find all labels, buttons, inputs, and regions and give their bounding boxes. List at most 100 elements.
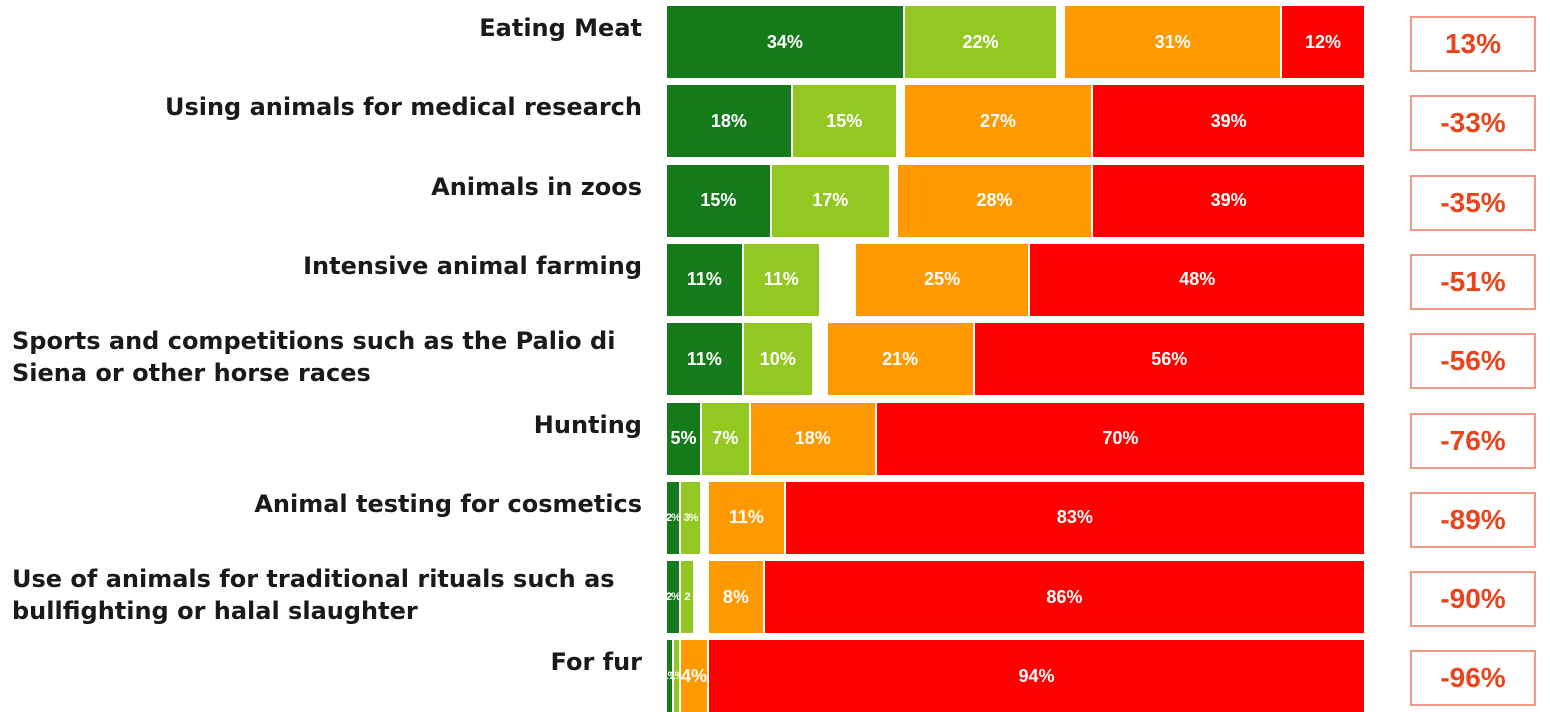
bar-segment: 11% [743, 243, 819, 316]
data-label: 28% [976, 190, 1013, 211]
category-label: Sports and competitions such as the Pali… [12, 325, 615, 389]
bar-segment: 2% [666, 561, 681, 634]
bar-segment: 56% [974, 323, 1364, 396]
category-label-line: Use of animals for traditional rituals s… [12, 565, 615, 594]
category-label-line: Intensive animal farming [303, 251, 642, 280]
bar-segment: 11% [667, 323, 742, 396]
data-label: 56% [1151, 348, 1188, 369]
bar-segment: 10% [743, 323, 812, 396]
bar-segment: 21% [827, 323, 973, 396]
data-label: 34% [766, 31, 803, 52]
bar-segment: 11% [667, 243, 742, 316]
bar-segment: 86% [764, 561, 1364, 634]
category-label-line: For fur [550, 648, 642, 677]
category-label: Intensive animal farming [303, 250, 642, 282]
data-label: 83% [1056, 507, 1093, 528]
data-label: 27% [980, 110, 1017, 131]
bar-segment: 94% [708, 640, 1364, 712]
data-label: 11% [686, 348, 722, 369]
category-label-line: Sports and competitions such as the Pali… [12, 327, 616, 356]
data-label: 5% [670, 428, 697, 448]
data-label: 11% [728, 507, 764, 528]
net-value-box: -76% [1410, 412, 1536, 469]
bar-segment: 17% [771, 164, 889, 237]
net-value-box: -35% [1410, 174, 1536, 231]
bar-segment: 18% [750, 402, 875, 475]
data-label: 86% [1046, 586, 1083, 607]
data-label: 39% [1210, 190, 1247, 211]
data-label: 1% [669, 670, 685, 683]
data-label: 15% [700, 190, 737, 211]
data-label: 11% [686, 269, 722, 290]
data-label: 15% [826, 110, 863, 131]
data-label: 22% [962, 31, 999, 52]
bar-segment: 48% [1030, 243, 1364, 316]
bar-segment [701, 481, 709, 554]
category-label: Eating Meat [479, 12, 642, 44]
net-value-box: -51% [1410, 253, 1536, 310]
data-label: 3% [683, 511, 699, 524]
bar-segment: 83% [785, 481, 1364, 554]
bar-segment: 5% [667, 402, 700, 475]
bar-segment: 39% [1093, 164, 1364, 237]
data-label: 7% [712, 428, 739, 448]
bar-segment: 22% [904, 6, 1057, 78]
bar-segment: 3% [680, 481, 700, 554]
data-label: 70% [1102, 428, 1139, 448]
data-label: 12% [1305, 31, 1342, 52]
category-label: Animal testing for cosmetics [254, 488, 642, 520]
bar-segment [820, 243, 856, 316]
bar-segment [694, 561, 709, 634]
category-label: Animals in zoos [431, 171, 642, 203]
data-label: 18% [710, 110, 747, 131]
category-label-line: Animals in zoos [431, 172, 642, 201]
data-label: 2% [666, 591, 681, 604]
bar-segment: 70% [876, 402, 1364, 475]
data-label: 21% [882, 348, 919, 369]
category-label: Using animals for medical research [165, 91, 642, 123]
data-label: 39% [1210, 110, 1247, 131]
category-label: For fur [551, 646, 642, 678]
data-label: 10% [759, 348, 796, 369]
bar-segment [890, 164, 898, 237]
bar-segment: 7% [701, 402, 749, 475]
net-value-box: -33% [1410, 95, 1536, 152]
data-label: 4% [680, 665, 707, 686]
bar-segment: 34% [667, 6, 903, 78]
category-label-line: Animal testing for cosmetics [254, 489, 642, 518]
net-value-box: -96% [1410, 650, 1536, 707]
bar-segment: 2% [666, 481, 681, 554]
bar-segment: 15% [792, 85, 896, 158]
data-label: 2 [684, 591, 690, 604]
bar-segment: 11% [708, 481, 784, 554]
data-label: 11% [763, 269, 799, 290]
data-label: 8% [722, 586, 749, 607]
category-label: Use of animals for traditional rituals s… [12, 563, 615, 627]
bar-segment: 27% [904, 85, 1092, 158]
net-value-box: -90% [1410, 571, 1536, 628]
bar-segment [813, 323, 828, 396]
data-label: 17% [812, 190, 849, 211]
bar-segment: 25% [855, 243, 1029, 316]
bar-segment: 18% [667, 85, 791, 158]
data-label: 31% [1154, 31, 1191, 52]
category-label: Hunting [534, 409, 642, 441]
bar-segment [897, 85, 905, 158]
bar-segment: 4% [681, 640, 707, 712]
net-value-box: -56% [1410, 333, 1536, 390]
bar-segment: 1% [663, 640, 677, 712]
net-value-box: -89% [1410, 491, 1536, 548]
bar-segment: 31% [1065, 6, 1281, 78]
category-label-line: Using animals for medical research [164, 93, 642, 122]
bar-segment: 12% [1282, 6, 1364, 78]
data-label: 25% [924, 269, 961, 290]
net-value-box: 13% [1410, 16, 1536, 72]
bar-segment: 2 [680, 561, 693, 634]
bar-segment: 15% [667, 164, 770, 237]
bar-segment: 28% [897, 164, 1092, 237]
bar-segment: 8% [708, 561, 763, 634]
bar-segment [1058, 6, 1066, 78]
category-label-line: Siena or other horse races [12, 359, 371, 388]
data-label: 2% [666, 511, 681, 524]
